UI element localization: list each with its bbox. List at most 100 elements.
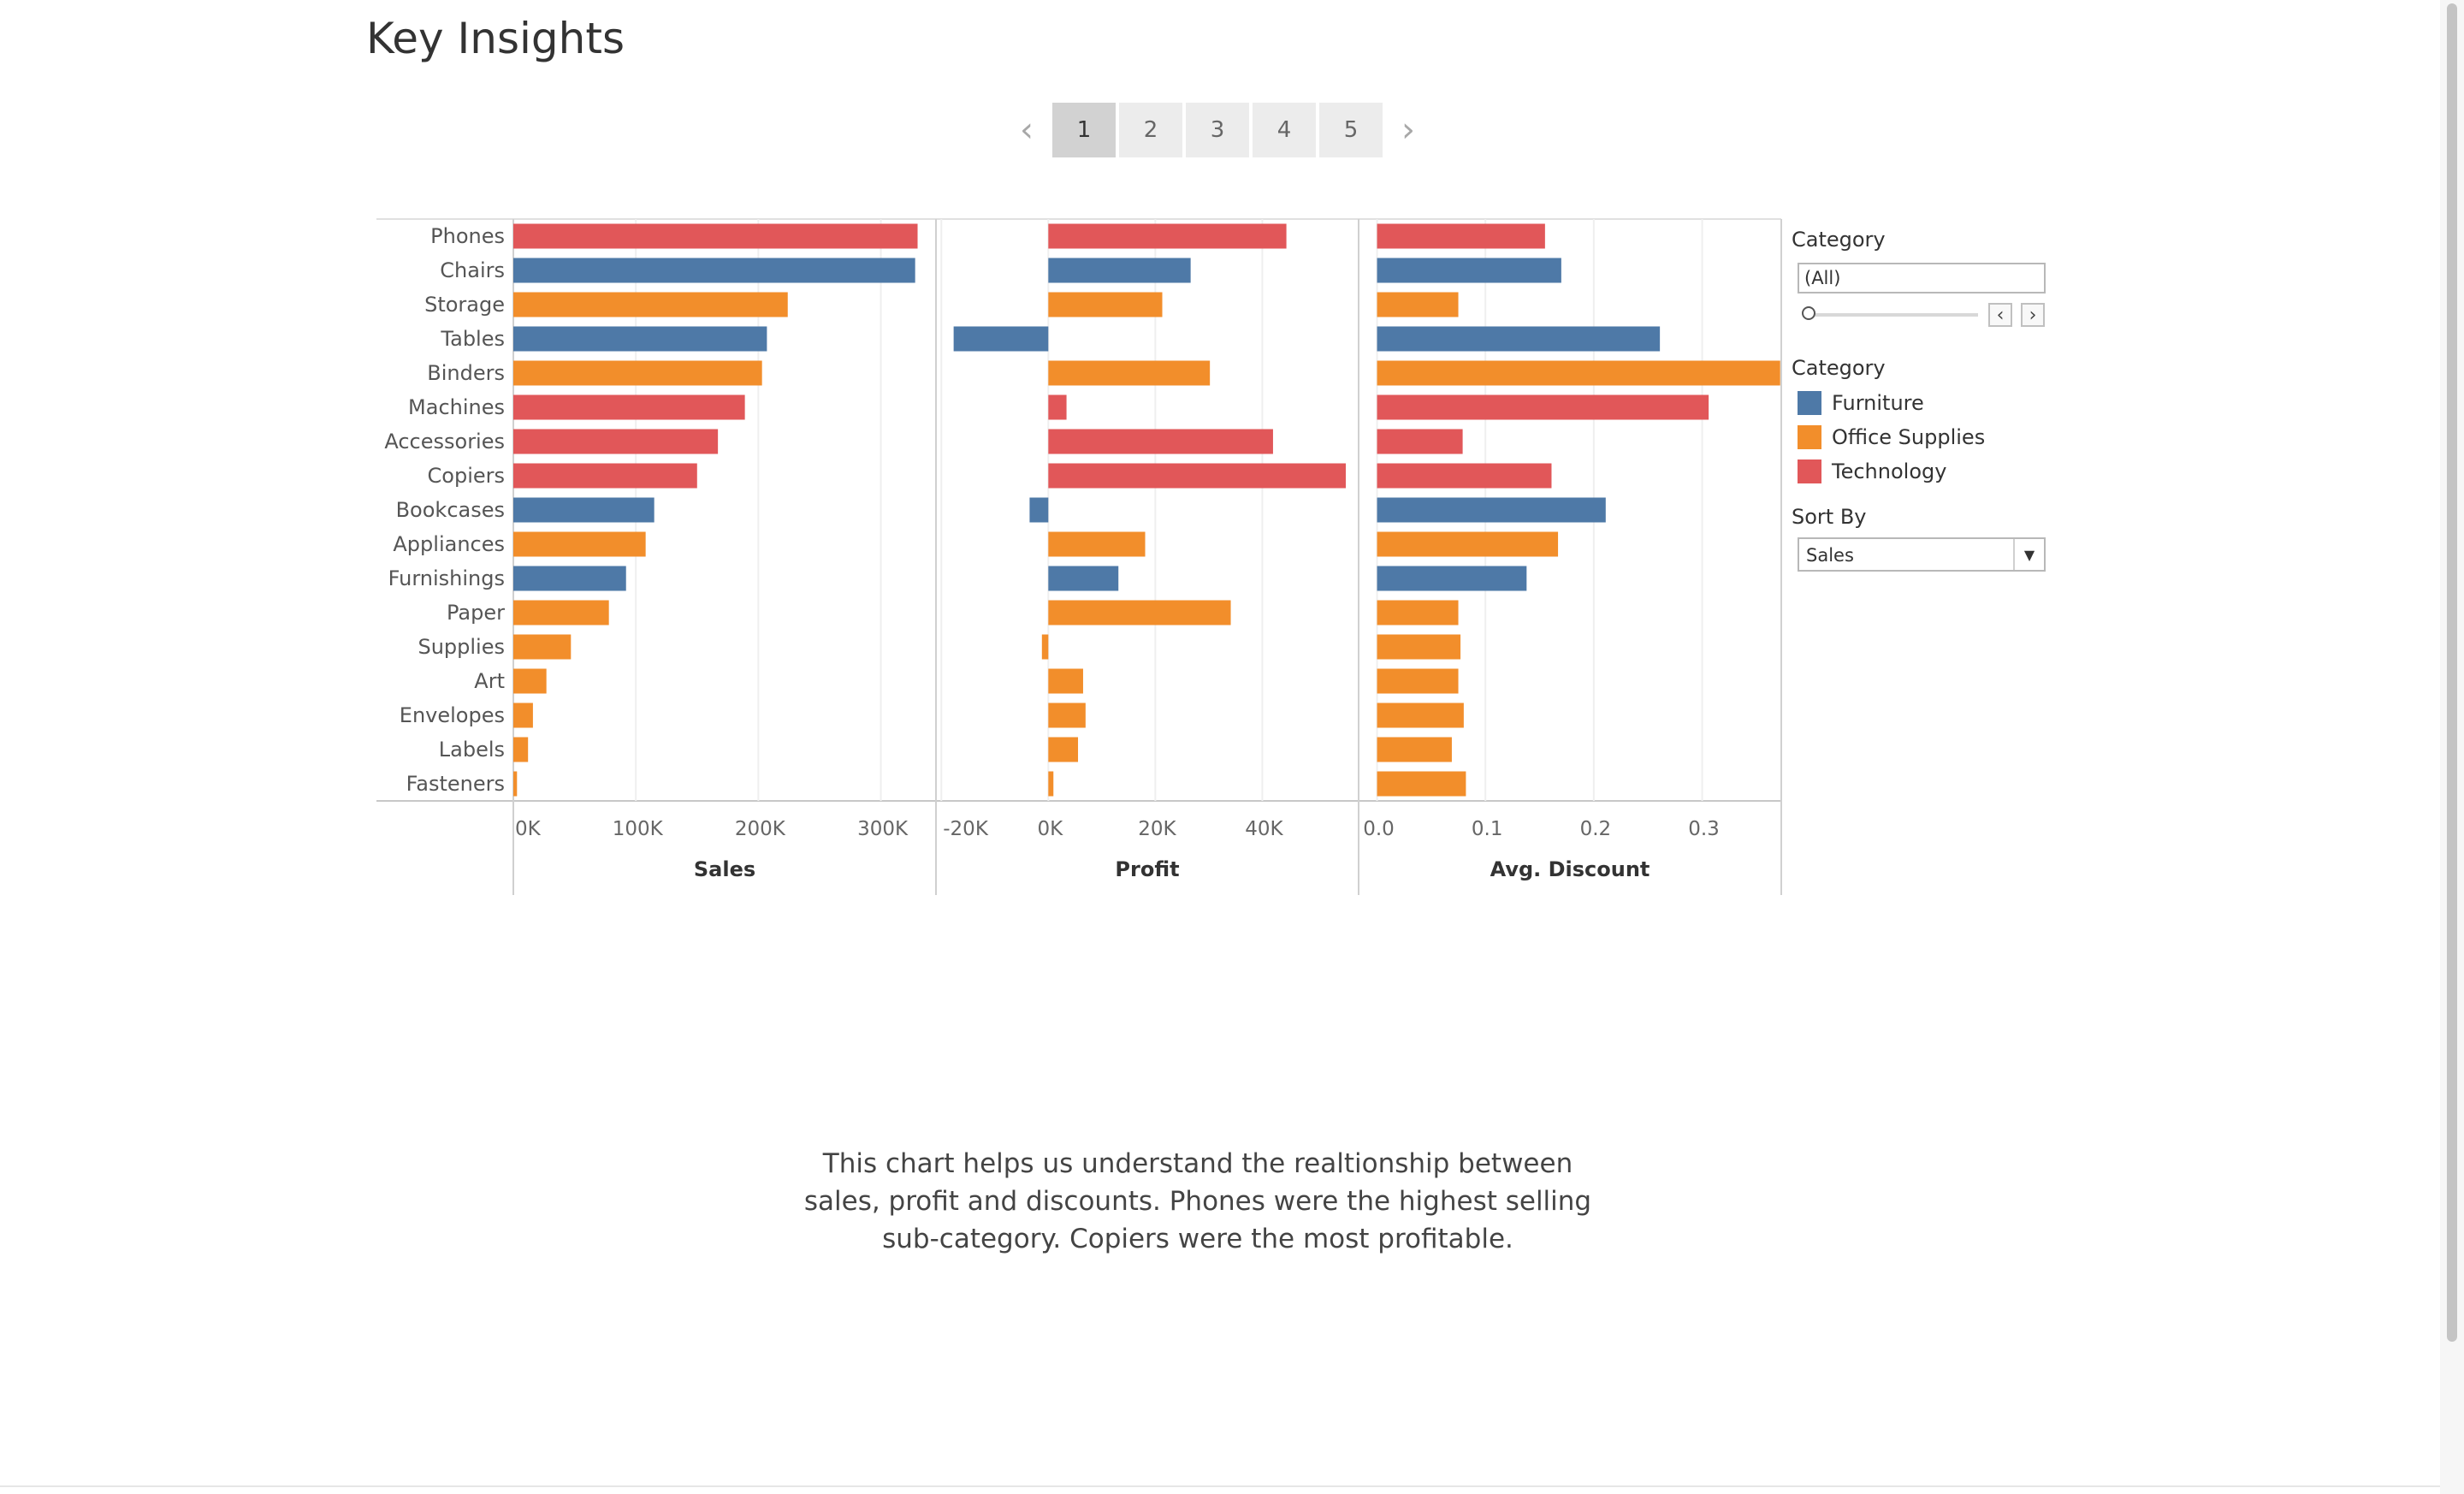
pager-prev-chevron-icon[interactable]: ‹: [1020, 110, 1034, 150]
legend-swatch-furniture: [1798, 391, 1821, 415]
y-category-label: Accessories: [384, 430, 505, 454]
bar: [513, 634, 572, 660]
category-filter-input[interactable]: (All): [1798, 263, 2046, 293]
bar: [1048, 531, 1146, 557]
bar: [1048, 223, 1287, 249]
bar: [1377, 566, 1527, 591]
x-tick-label: 20K: [1138, 818, 1176, 840]
bar: [513, 292, 788, 317]
pager-page-5-button[interactable]: 5: [1319, 103, 1383, 157]
bar: [1377, 668, 1459, 694]
bar: [513, 703, 533, 728]
y-category-label: Supplies: [418, 635, 505, 659]
x-axis-title: Profit: [1115, 857, 1179, 881]
bar: [1377, 600, 1459, 625]
pager-page-4-button[interactable]: 4: [1253, 103, 1316, 157]
category-filter-slider-handle[interactable]: [1802, 306, 1815, 320]
bar: [1048, 600, 1231, 625]
y-category-label: Art: [474, 669, 505, 693]
bar: [1377, 531, 1559, 557]
x-tick-label: 0.1: [1472, 818, 1503, 840]
x-tick-label: 0K: [1037, 818, 1063, 840]
x-tick-label: 100K: [613, 818, 664, 840]
x-tick-label: 0.3: [1688, 818, 1720, 840]
pager-page-1-button[interactable]: 1: [1052, 103, 1116, 157]
bar: [1048, 292, 1163, 317]
x-tick-label: 0.2: [1580, 818, 1612, 840]
bar: [1377, 223, 1545, 249]
bar: [1029, 497, 1049, 523]
bar: [513, 258, 915, 283]
y-category-label: Machines: [408, 395, 505, 419]
legend-item-office-supplies[interactable]: Office Supplies: [1798, 424, 1985, 450]
bar: [513, 223, 918, 249]
y-category-label: Phones: [430, 224, 505, 248]
legend-item-technology[interactable]: Technology: [1798, 459, 1946, 484]
bar: [953, 326, 1049, 352]
bar: [1377, 771, 1466, 797]
pager-page-3-button[interactable]: 3: [1186, 103, 1249, 157]
x-tick-label: 0.0: [1363, 818, 1395, 840]
x-axis-title: Avg. Discount: [1490, 857, 1650, 881]
bar: [1041, 634, 1049, 660]
sort-by-value: Sales: [1806, 545, 1854, 566]
scrollbar-thumb[interactable]: [2447, 3, 2457, 1342]
bar: [513, 771, 518, 797]
bar: [1048, 258, 1191, 283]
chart-caption: This chart helps us understand the realt…: [770, 1145, 1626, 1258]
y-category-label: Appliances: [393, 532, 505, 556]
bar: [513, 566, 626, 591]
bar: [1048, 566, 1119, 591]
page-title: Key Insights: [366, 14, 625, 63]
bar: [1048, 668, 1083, 694]
bar: [1377, 463, 1552, 489]
y-category-label: Chairs: [440, 258, 505, 282]
bar: [1048, 394, 1067, 420]
bar: [513, 360, 762, 386]
bar: [1048, 463, 1346, 489]
y-category-label: Storage: [424, 293, 505, 317]
y-category-label: Labels: [439, 738, 505, 762]
bar: [1048, 771, 1054, 797]
y-category-label: Tables: [440, 327, 505, 351]
bar: [1377, 497, 1606, 523]
sort-by-dropdown[interactable]: Sales ▼: [1798, 537, 2046, 572]
category-filter-prev-button[interactable]: ‹: [1988, 303, 2012, 327]
bar: [1377, 292, 1459, 317]
bar: [1377, 737, 1452, 762]
bar: [513, 497, 654, 523]
bar: [513, 463, 697, 489]
x-tick-label: 0K: [515, 818, 542, 840]
legend-label: Furniture: [1832, 391, 1924, 415]
caption-line: This chart helps us understand the realt…: [822, 1148, 1573, 1179]
chevron-down-icon[interactable]: ▼: [2013, 539, 2044, 570]
bar: [1048, 360, 1211, 386]
bar: [1048, 737, 1079, 762]
x-tick-label: -20K: [943, 818, 989, 840]
caption-line: sub-category. Copiers were the most prof…: [882, 1224, 1513, 1254]
pager-next-chevron-icon[interactable]: ›: [1401, 110, 1415, 150]
category-filter-slider-track[interactable]: [1810, 313, 1978, 317]
caption-line: sales, profit and discounts. Phones were…: [803, 1186, 1592, 1217]
divider: [0, 1485, 2440, 1487]
legend-item-furniture[interactable]: Furniture: [1798, 390, 1924, 416]
legend-label: Technology: [1832, 459, 1947, 483]
bar: [513, 531, 646, 557]
y-category-label: Furnishings: [388, 566, 505, 590]
legend-swatch-office-supplies: [1798, 425, 1821, 449]
legend-title: Category: [1792, 356, 1886, 380]
pager-page-2-button[interactable]: 2: [1119, 103, 1182, 157]
bar: [1377, 429, 1463, 454]
bar: [1048, 429, 1273, 454]
bar: [1377, 703, 1464, 728]
bar: [1048, 703, 1086, 728]
category-filter-next-button[interactable]: ›: [2021, 303, 2045, 327]
bar: [1377, 258, 1561, 283]
bar: [1377, 394, 1709, 420]
sort-by-title: Sort By: [1792, 505, 1867, 529]
vertical-scrollbar[interactable]: [2440, 0, 2464, 1494]
legend-label: Office Supplies: [1832, 425, 1986, 449]
category-filter-title: Category: [1792, 228, 1886, 252]
x-tick-label: 40K: [1245, 818, 1283, 840]
